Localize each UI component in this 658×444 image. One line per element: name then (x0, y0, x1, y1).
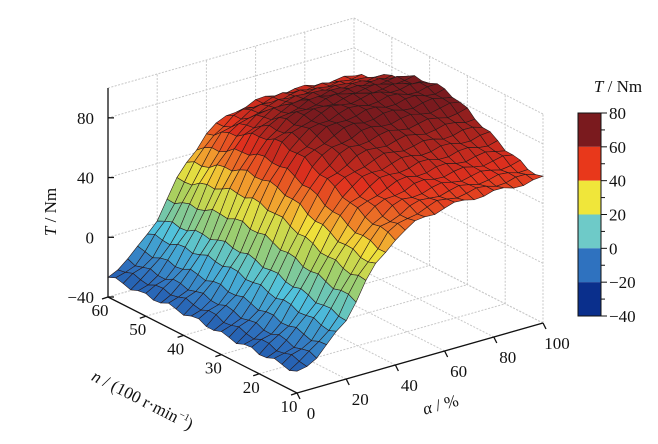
x-tick-label: 100 (544, 334, 570, 353)
z-axis-title: T / Nm (41, 188, 60, 236)
y-tick (101, 296, 109, 300)
colorbar-bin (578, 113, 601, 147)
colorbar-bin (578, 146, 601, 181)
colorbar-bin (578, 180, 601, 215)
y-tick-label: 50 (129, 320, 146, 339)
z-tick-label: 40 (77, 169, 94, 188)
z-tick-label: 80 (77, 109, 94, 128)
y-tick (139, 315, 147, 319)
colorbar-tick-label: 20 (609, 206, 626, 225)
x-tick-label: 40 (401, 376, 418, 395)
colorbar-tick-label: 60 (609, 138, 626, 157)
y-axis-title: n / (100 r·min−1) (89, 366, 197, 433)
x-tick-label: 60 (450, 362, 467, 381)
surface (107, 74, 545, 372)
y-tick (177, 334, 184, 339)
colorbar-tick-label: −20 (609, 273, 636, 292)
colorbar-tick-label: 80 (609, 104, 626, 123)
x-tick-label: 80 (499, 348, 516, 367)
z-tick-label: 0 (86, 228, 95, 247)
x-tick (542, 322, 547, 330)
colorbar-bin (578, 248, 601, 283)
wall-grid-line (107, 47, 355, 119)
x-axis-line (296, 322, 544, 394)
y-axis-line (107, 296, 298, 394)
colorbar-bin (578, 214, 601, 249)
x-tick (493, 336, 498, 344)
y-tick-label: 30 (205, 359, 222, 378)
box-edge (107, 17, 355, 89)
y-tick (215, 353, 222, 358)
x-axis-title: α / % (421, 391, 461, 419)
colorbar-tick-label: 40 (609, 172, 626, 191)
axes (101, 88, 547, 400)
colorbar-bin (578, 282, 601, 316)
y-tick-label: 10 (281, 397, 298, 416)
x-tick (394, 364, 399, 372)
x-tick-label: 20 (352, 390, 369, 409)
x-tick-label: 0 (307, 404, 316, 423)
colorbar: 80 60 40 20 0 −20 −40 (577, 104, 636, 326)
x-tick (296, 392, 301, 400)
y-tick-label: 60 (92, 301, 109, 320)
x-tick (444, 350, 449, 358)
y-tick-label: 20 (243, 378, 260, 397)
colorbar-tick-label: −40 (609, 307, 636, 326)
y-tick (252, 373, 260, 377)
y-tick (290, 392, 298, 396)
y-tick-label: 40 (167, 339, 184, 358)
surface-patch (288, 360, 308, 372)
x-tick (345, 378, 350, 386)
box-edge (353, 17, 544, 115)
colorbar-title: T / Nm (594, 77, 642, 96)
z-tick-label: −40 (67, 288, 94, 307)
colorbar-tick-label: 0 (609, 239, 618, 258)
